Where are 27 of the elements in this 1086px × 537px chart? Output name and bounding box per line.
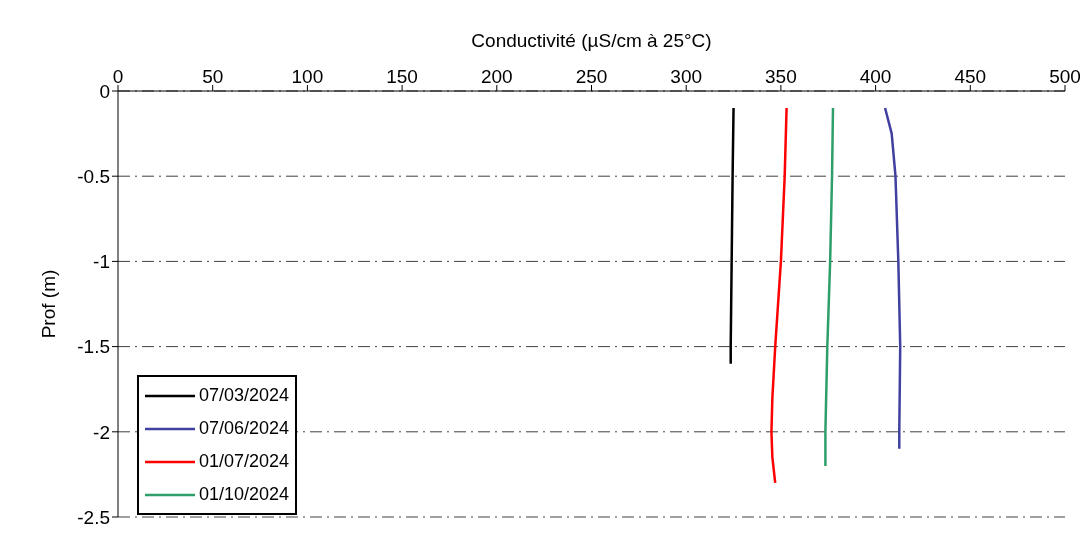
x-tick-label: 300	[670, 66, 703, 87]
y-tick-label: 0	[99, 80, 110, 102]
line-series	[824, 106, 835, 468]
y-tick-label: -0.5	[77, 165, 110, 187]
line-series	[729, 106, 735, 365]
x-tick-label: 500	[1049, 66, 1081, 87]
x-tick-label: 50	[202, 66, 224, 87]
line-series	[770, 106, 788, 485]
line-series	[883, 106, 902, 451]
y-axis-title: Prof (m)	[37, 269, 59, 339]
legend-label: 01/07/2024	[199, 450, 290, 473]
x-tick-label: 250	[575, 66, 608, 87]
x-tick-label: 200	[480, 66, 513, 87]
x-tick-label: 150	[386, 66, 418, 87]
legend-label: 01/10/2024	[199, 483, 290, 506]
x-tick-label: 400	[859, 66, 892, 87]
y-tick-label: -2.5	[77, 506, 110, 528]
x-tick-label: 100	[291, 66, 324, 87]
y-tick-label: -2	[93, 421, 110, 443]
x-tick-label: 0	[112, 66, 124, 87]
x-tick-label: 450	[954, 66, 987, 87]
x-axis-title: Conductivité (µS/cm à 25°C)	[471, 30, 712, 52]
y-tick-label: -1.5	[77, 336, 110, 358]
legend-label: 07/06/2024	[199, 417, 290, 440]
legend-label: 07/03/2024	[199, 384, 290, 407]
x-tick-label: 350	[765, 66, 797, 87]
y-tick-label: -1	[93, 251, 110, 273]
